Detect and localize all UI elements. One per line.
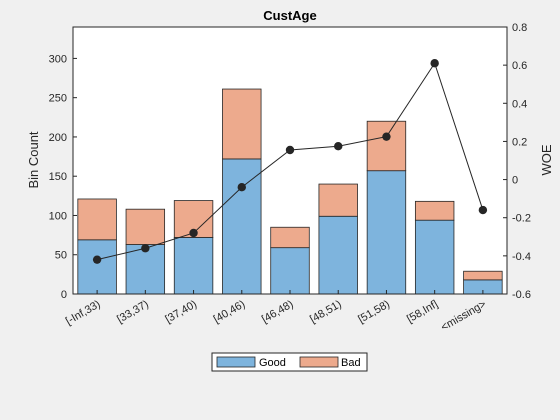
bar-bad-7 [414, 200, 455, 221]
y-right-tick-label-2: -0.2 [512, 213, 531, 225]
legend-label-good: Good [259, 357, 286, 369]
y-right-tick-label-3: 0 [512, 175, 518, 187]
legend-swatch-good [216, 356, 256, 368]
y-tick-label-3: 150 [49, 171, 67, 183]
bar-good-5 [318, 215, 358, 295]
x-tick-label-2: [37,40) [163, 298, 199, 326]
x-tick-label-8: <missing> [439, 298, 488, 333]
x-tick-label-5: [48,51) [308, 298, 344, 326]
y-axis-right-label: WOE [539, 144, 554, 175]
x-tick-label-4: [46,48) [260, 298, 296, 326]
bar-bad-4 [270, 226, 310, 249]
legend-swatch-bad [299, 356, 339, 368]
x-tick-label-1: [33,37) [115, 298, 151, 326]
y-tick-label-4: 200 [49, 132, 67, 144]
y-right-tick-label-6: 0.6 [512, 60, 527, 72]
y-right-tick-label-1: -0.4 [512, 251, 531, 263]
y-tick-label-1: 50 [55, 250, 67, 262]
left-axis: 0 50 100 150 200 250 300 [49, 53, 77, 301]
right-axis: -0.6 -0.4 -0.2 0 0.2 0.4 0.6 0.8 [503, 22, 531, 301]
bar-good-4 [270, 247, 310, 295]
x-tick-label-0: [-Inf,33) [64, 298, 103, 327]
x-tick-label-3: [40,46) [212, 298, 248, 326]
y-tick-label-2: 100 [49, 210, 67, 222]
y-tick-label-5: 250 [49, 93, 67, 105]
chart-title: CustAge [263, 8, 316, 23]
bar-bad-3 [222, 88, 262, 160]
bars-layer [77, 88, 503, 295]
woe-point-3 [237, 183, 246, 192]
y-tick-label-0: 0 [61, 289, 67, 301]
woe-point-8 [478, 205, 488, 215]
legend-label-bad: Bad [341, 357, 361, 369]
woe-point-1 [141, 244, 150, 253]
y-right-tick-label-5: 0.4 [512, 98, 527, 110]
bar-bad-8 [463, 270, 503, 281]
bar-bad-0 [77, 198, 117, 241]
bar-good-0 [77, 239, 117, 295]
bar-bad-5 [318, 183, 358, 217]
bar-good-1 [125, 244, 166, 295]
woe-point-2 [189, 228, 198, 238]
y-tick-label-6: 300 [49, 53, 67, 65]
y-axis-label: Bin Count [26, 131, 41, 188]
woe-point-7 [430, 59, 439, 68]
woe-line-layer [92, 59, 488, 264]
x-axis: [-Inf,33) [33,37) [37,40) [40,46) [46,48) [48… [64, 290, 488, 334]
y-right-tick-label-0: -0.6 [512, 289, 531, 301]
bar-good-2 [173, 237, 214, 295]
bar-bad-1 [125, 208, 166, 245]
woe-point-0 [92, 255, 102, 264]
woe-point-4 [285, 145, 295, 155]
legend: Good Bad [211, 352, 368, 372]
x-tick-label-7: [58,Inf] [405, 298, 440, 325]
bar-bad-6 [366, 120, 407, 172]
woe-point-6 [382, 132, 391, 141]
y-right-tick-label-7: 0.8 [512, 22, 527, 34]
bar-good-3 [222, 158, 262, 295]
y-right-tick-label-4: 0.2 [512, 136, 527, 148]
bar-good-7 [414, 219, 455, 295]
bar-good-6 [366, 170, 407, 295]
woe-point-5 [334, 141, 343, 151]
x-tick-label-6: [51,58) [356, 298, 392, 326]
